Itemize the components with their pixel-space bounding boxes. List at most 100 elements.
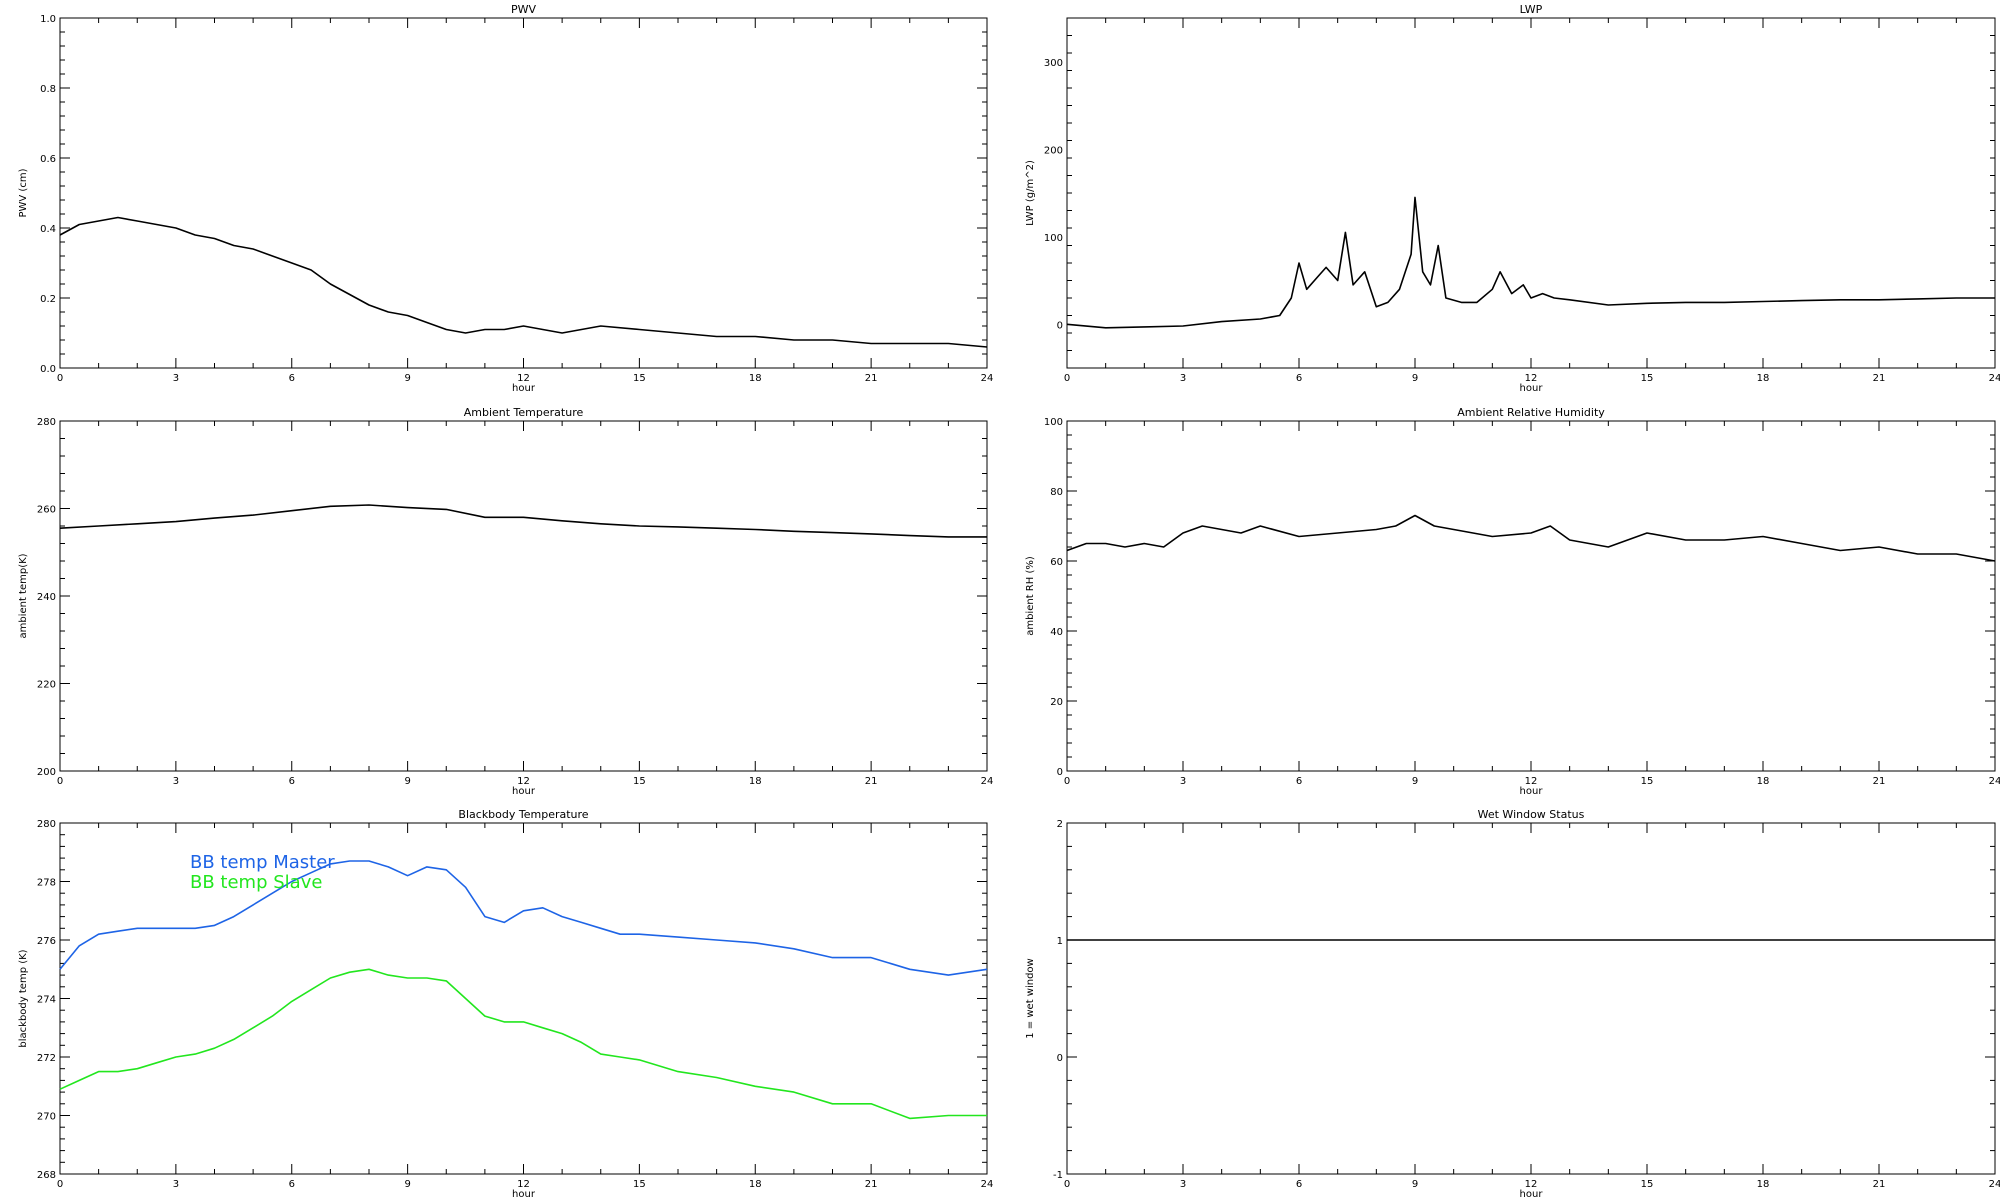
x-tick-label: 12 xyxy=(1525,1179,1538,1190)
x-tick-label: 0 xyxy=(1064,1179,1070,1190)
chart-panel-1: PWV 0 3 6 9 12 15 18 21 24 hour 0.0 0.2 0.4 0.6 0.8 1.0 P… xyxy=(18,3,993,394)
x-tick-label: 6 xyxy=(1296,1179,1302,1190)
x-tick-label: 18 xyxy=(749,373,762,384)
y-axis-label: PWV (cm) xyxy=(18,168,29,217)
series-line-1 xyxy=(1066,514,1996,562)
y-axis-label: blackbody temp (K) xyxy=(18,949,29,1047)
series-line-1 xyxy=(59,216,988,348)
x-tick-label: 0 xyxy=(57,1179,63,1190)
series-line-bb-temp-slave xyxy=(59,968,987,1120)
chart-title: Ambient Relative Humidity xyxy=(1457,406,1605,419)
y-tick-label: 0.0 xyxy=(40,364,56,375)
x-tick-label: 9 xyxy=(404,1179,410,1190)
y-tick-label: 200 xyxy=(1044,145,1063,156)
chart-title: Blackbody Temperature xyxy=(458,808,588,821)
x-tick-label: 15 xyxy=(633,1179,646,1190)
chart-panel-2: LWP 0 3 6 9 12 15 18 21 24 hour 0 100 200 300 LWP (g/m^… xyxy=(1025,3,2000,394)
y-tick-label: 240 xyxy=(37,592,56,603)
x-axis-label: hour xyxy=(1520,1189,1544,1200)
x-tick-label: 6 xyxy=(1296,776,1302,787)
x-tick-label: 9 xyxy=(1412,373,1418,384)
chart-panel-4: Ambient Relative Humidity 0 3 6 9 12 15 18 21 24 h… xyxy=(1025,406,2000,797)
y-tick-label: 0 xyxy=(1057,1053,1063,1064)
y-tick-label: 274 xyxy=(37,995,56,1006)
x-tick-label: 0 xyxy=(57,373,63,384)
x-tick-label: 24 xyxy=(1989,373,2000,384)
x-tick-label: 12 xyxy=(517,1179,530,1190)
x-tick-label: 6 xyxy=(1296,373,1302,384)
x-tick-label: 15 xyxy=(1641,776,1654,787)
plot-frame xyxy=(1066,17,1996,369)
y-tick-label: 300 xyxy=(1044,58,1063,69)
y-tick-label: 60 xyxy=(1050,557,1063,568)
x-tick-label: 15 xyxy=(1641,373,1654,384)
x-tick-label: 0 xyxy=(1064,373,1070,384)
y-tick-label: 100 xyxy=(1044,417,1063,428)
x-tick-label: 6 xyxy=(289,373,295,384)
y-tick-label: 200 xyxy=(37,767,56,778)
x-tick-label: 21 xyxy=(1873,373,1886,384)
y-tick-label: 276 xyxy=(37,936,56,947)
x-tick-label: 24 xyxy=(1989,776,2000,787)
y-tick-label: 100 xyxy=(1044,233,1063,244)
x-tick-label: 3 xyxy=(173,776,179,787)
chart-title: PWV xyxy=(511,3,537,16)
y-tick-label: 1.0 xyxy=(40,14,56,25)
y-tick-label: 0.6 xyxy=(40,154,56,165)
chart-panel-5: Blackbody Temperature 0 3 6 9 12 15 18 21 24 hour 2… xyxy=(18,808,993,1200)
y-tick-label: 20 xyxy=(1050,697,1063,708)
x-tick-label: 6 xyxy=(289,776,295,787)
chart-panel-3: Ambient Temperature 0 3 6 9 12 15 18 21 24 hour 200… xyxy=(18,406,993,797)
x-tick-label: 18 xyxy=(749,776,762,787)
plot-frame xyxy=(1066,822,1996,1175)
x-tick-label: 15 xyxy=(633,373,646,384)
x-tick-label: 24 xyxy=(981,373,994,384)
y-tick-label: 2 xyxy=(1057,819,1063,830)
y-tick-label: 280 xyxy=(37,417,56,428)
x-tick-label: 15 xyxy=(1641,1179,1654,1190)
y-tick-label: 278 xyxy=(37,878,56,889)
x-tick-label: 9 xyxy=(404,776,410,787)
y-tick-label: 40 xyxy=(1050,627,1063,638)
x-tick-label: 9 xyxy=(404,373,410,384)
x-tick-label: 9 xyxy=(1412,776,1418,787)
x-tick-label: 0 xyxy=(1064,776,1070,787)
x-tick-label: 9 xyxy=(1412,1179,1418,1190)
y-tick-label: 80 xyxy=(1050,487,1063,498)
x-tick-label: 3 xyxy=(1180,1179,1186,1190)
x-tick-label: 21 xyxy=(865,1179,878,1190)
x-tick-label: 24 xyxy=(981,1179,994,1190)
x-tick-label: 21 xyxy=(865,373,878,384)
x-tick-label: 6 xyxy=(289,1179,295,1190)
y-tick-label: 0.8 xyxy=(40,84,56,95)
x-tick-label: 18 xyxy=(1757,776,1770,787)
x-axis-label: hour xyxy=(1520,786,1544,797)
x-tick-label: 21 xyxy=(1873,1179,1886,1190)
y-tick-label: 0.2 xyxy=(40,294,56,305)
x-tick-label: 12 xyxy=(517,373,530,384)
y-tick-label: 268 xyxy=(37,1170,56,1181)
y-axis-label: LWP (g/m^2) xyxy=(1025,160,1036,226)
series-line-1 xyxy=(1066,196,1995,329)
x-tick-label: 3 xyxy=(173,373,179,384)
x-tick-label: 18 xyxy=(1757,1179,1770,1190)
series-line-bb-temp-master xyxy=(59,860,988,976)
y-tick-label: 280 xyxy=(37,819,56,830)
y-tick-label: 270 xyxy=(37,1112,56,1123)
y-tick-label: 220 xyxy=(37,680,56,691)
x-tick-label: 12 xyxy=(1525,373,1538,384)
series-line-1 xyxy=(59,504,987,538)
x-tick-label: 24 xyxy=(981,776,994,787)
chart-title: LWP xyxy=(1520,3,1543,16)
plot-frame xyxy=(59,420,988,772)
y-tick-label: 0 xyxy=(1057,767,1063,778)
chart-title: Wet Window Status xyxy=(1478,808,1585,821)
plot-frame xyxy=(59,17,988,369)
y-axis-label: ambient RH (%) xyxy=(1025,556,1036,636)
x-axis-label: hour xyxy=(1520,383,1544,394)
y-tick-label: 0.4 xyxy=(40,224,56,235)
x-tick-label: 18 xyxy=(749,1179,762,1190)
y-tick-label: 0 xyxy=(1057,320,1063,331)
